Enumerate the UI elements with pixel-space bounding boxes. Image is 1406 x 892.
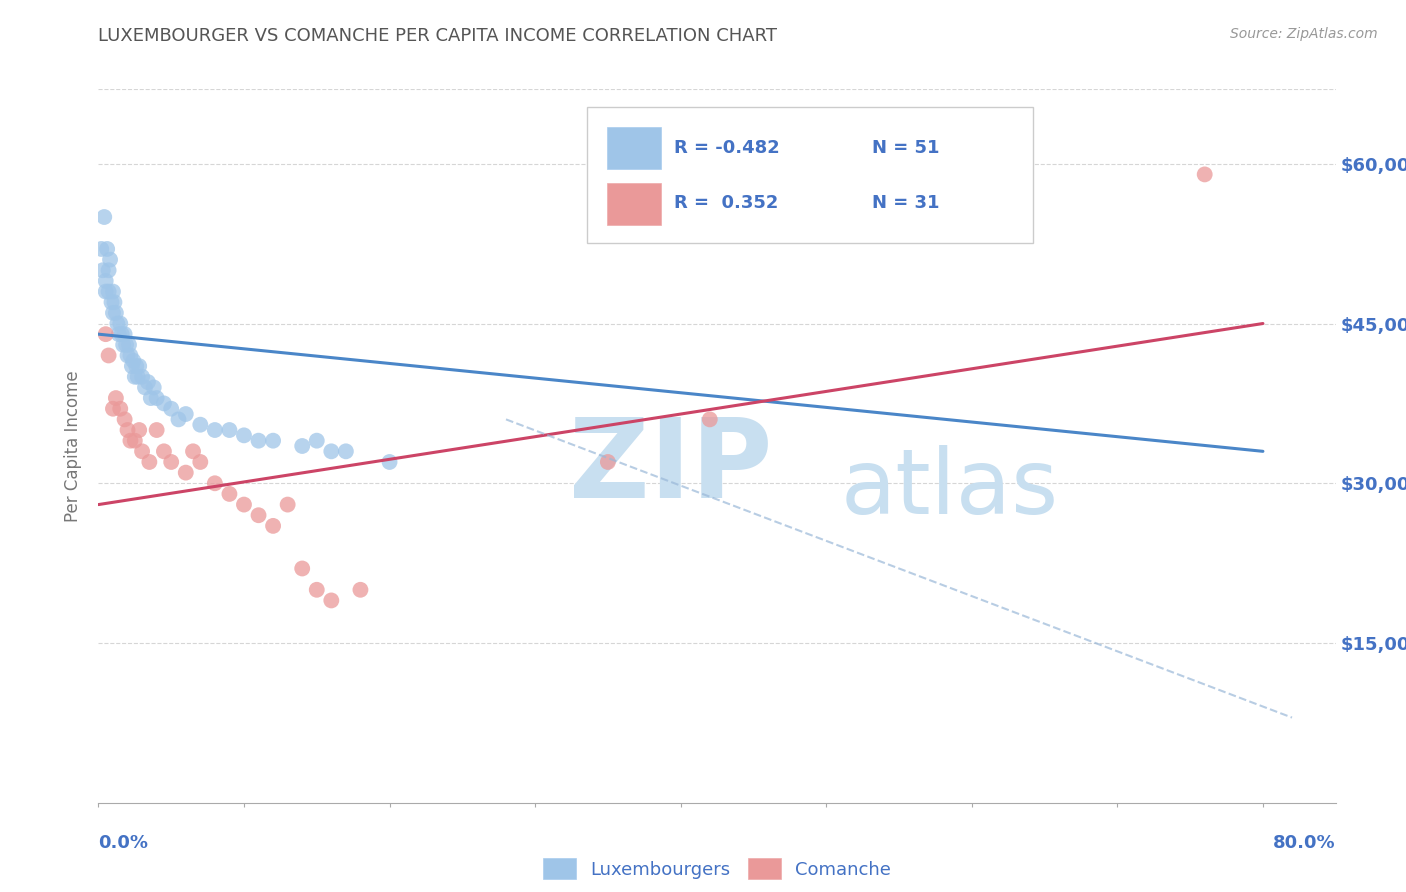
Point xyxy=(115,338,138,352)
Point xyxy=(122,353,145,368)
Point xyxy=(262,434,284,448)
FancyBboxPatch shape xyxy=(607,183,661,225)
Point xyxy=(111,327,134,342)
Point xyxy=(291,561,314,575)
Point xyxy=(305,582,328,597)
Point xyxy=(124,434,146,448)
Point xyxy=(233,428,256,442)
Point xyxy=(136,375,159,389)
FancyBboxPatch shape xyxy=(588,107,1032,243)
Point xyxy=(97,285,120,299)
Point xyxy=(98,252,121,267)
Point xyxy=(91,263,114,277)
Point xyxy=(90,242,112,256)
Point xyxy=(101,306,124,320)
Point xyxy=(1194,168,1216,182)
Point xyxy=(127,369,149,384)
Text: R =  0.352: R = 0.352 xyxy=(673,194,778,212)
Point xyxy=(204,476,226,491)
Legend: Luxembourgers, Comanche: Luxembourgers, Comanche xyxy=(536,851,898,887)
Point xyxy=(101,285,124,299)
Point xyxy=(321,444,343,458)
Point xyxy=(188,455,211,469)
Point xyxy=(335,444,357,458)
Point xyxy=(349,582,371,597)
Point xyxy=(128,359,150,373)
Point xyxy=(247,434,270,448)
Y-axis label: Per Capita Income: Per Capita Income xyxy=(65,370,83,522)
Point xyxy=(118,338,141,352)
Point xyxy=(204,423,226,437)
Point xyxy=(699,412,721,426)
Point xyxy=(188,417,211,432)
Text: R = -0.482: R = -0.482 xyxy=(673,139,779,157)
Point xyxy=(107,327,129,342)
Point xyxy=(94,327,117,342)
Point xyxy=(138,455,160,469)
Point xyxy=(110,401,132,416)
Point xyxy=(233,498,256,512)
Point xyxy=(117,349,139,363)
Point xyxy=(114,412,136,426)
Point xyxy=(114,327,136,342)
Point xyxy=(145,423,167,437)
Point xyxy=(153,396,176,410)
Point xyxy=(277,498,299,512)
Point xyxy=(96,242,118,256)
Point xyxy=(262,519,284,533)
Point xyxy=(596,455,619,469)
Point xyxy=(218,487,240,501)
Point xyxy=(181,444,204,458)
Point xyxy=(105,317,128,331)
Point xyxy=(321,593,343,607)
FancyBboxPatch shape xyxy=(607,127,661,169)
Point xyxy=(103,295,125,310)
Point xyxy=(174,466,197,480)
Point xyxy=(142,380,165,394)
Point xyxy=(110,317,132,331)
Point xyxy=(117,423,139,437)
Point xyxy=(218,423,240,437)
Point xyxy=(120,349,142,363)
Text: atlas: atlas xyxy=(841,445,1059,533)
Text: LUXEMBOURGER VS COMANCHE PER CAPITA INCOME CORRELATION CHART: LUXEMBOURGER VS COMANCHE PER CAPITA INCO… xyxy=(98,27,778,45)
Point xyxy=(167,412,190,426)
Point xyxy=(247,508,270,523)
Point xyxy=(100,295,122,310)
Point xyxy=(104,391,127,405)
Point xyxy=(121,359,143,373)
Point xyxy=(94,274,117,288)
Point xyxy=(97,349,120,363)
Point xyxy=(139,391,162,405)
Text: 0.0%: 0.0% xyxy=(98,834,149,852)
Point xyxy=(378,455,401,469)
Point xyxy=(160,401,183,416)
Point xyxy=(160,455,183,469)
Point xyxy=(128,423,150,437)
Point xyxy=(134,380,156,394)
Point xyxy=(145,391,167,405)
Text: N = 51: N = 51 xyxy=(872,139,939,157)
Point xyxy=(93,210,115,224)
Point xyxy=(131,369,153,384)
Point xyxy=(101,401,124,416)
Point xyxy=(153,444,176,458)
Point xyxy=(97,263,120,277)
Point xyxy=(131,444,153,458)
Text: Source: ZipAtlas.com: Source: ZipAtlas.com xyxy=(1230,27,1378,41)
Point xyxy=(112,338,135,352)
Point xyxy=(125,359,148,373)
Point xyxy=(124,369,146,384)
Text: ZIP: ZIP xyxy=(568,414,772,521)
Point xyxy=(120,434,142,448)
Point xyxy=(94,285,117,299)
Point xyxy=(174,407,197,421)
Text: N = 31: N = 31 xyxy=(872,194,939,212)
Point xyxy=(291,439,314,453)
Text: 80.0%: 80.0% xyxy=(1272,834,1336,852)
Point xyxy=(305,434,328,448)
Point xyxy=(104,306,127,320)
